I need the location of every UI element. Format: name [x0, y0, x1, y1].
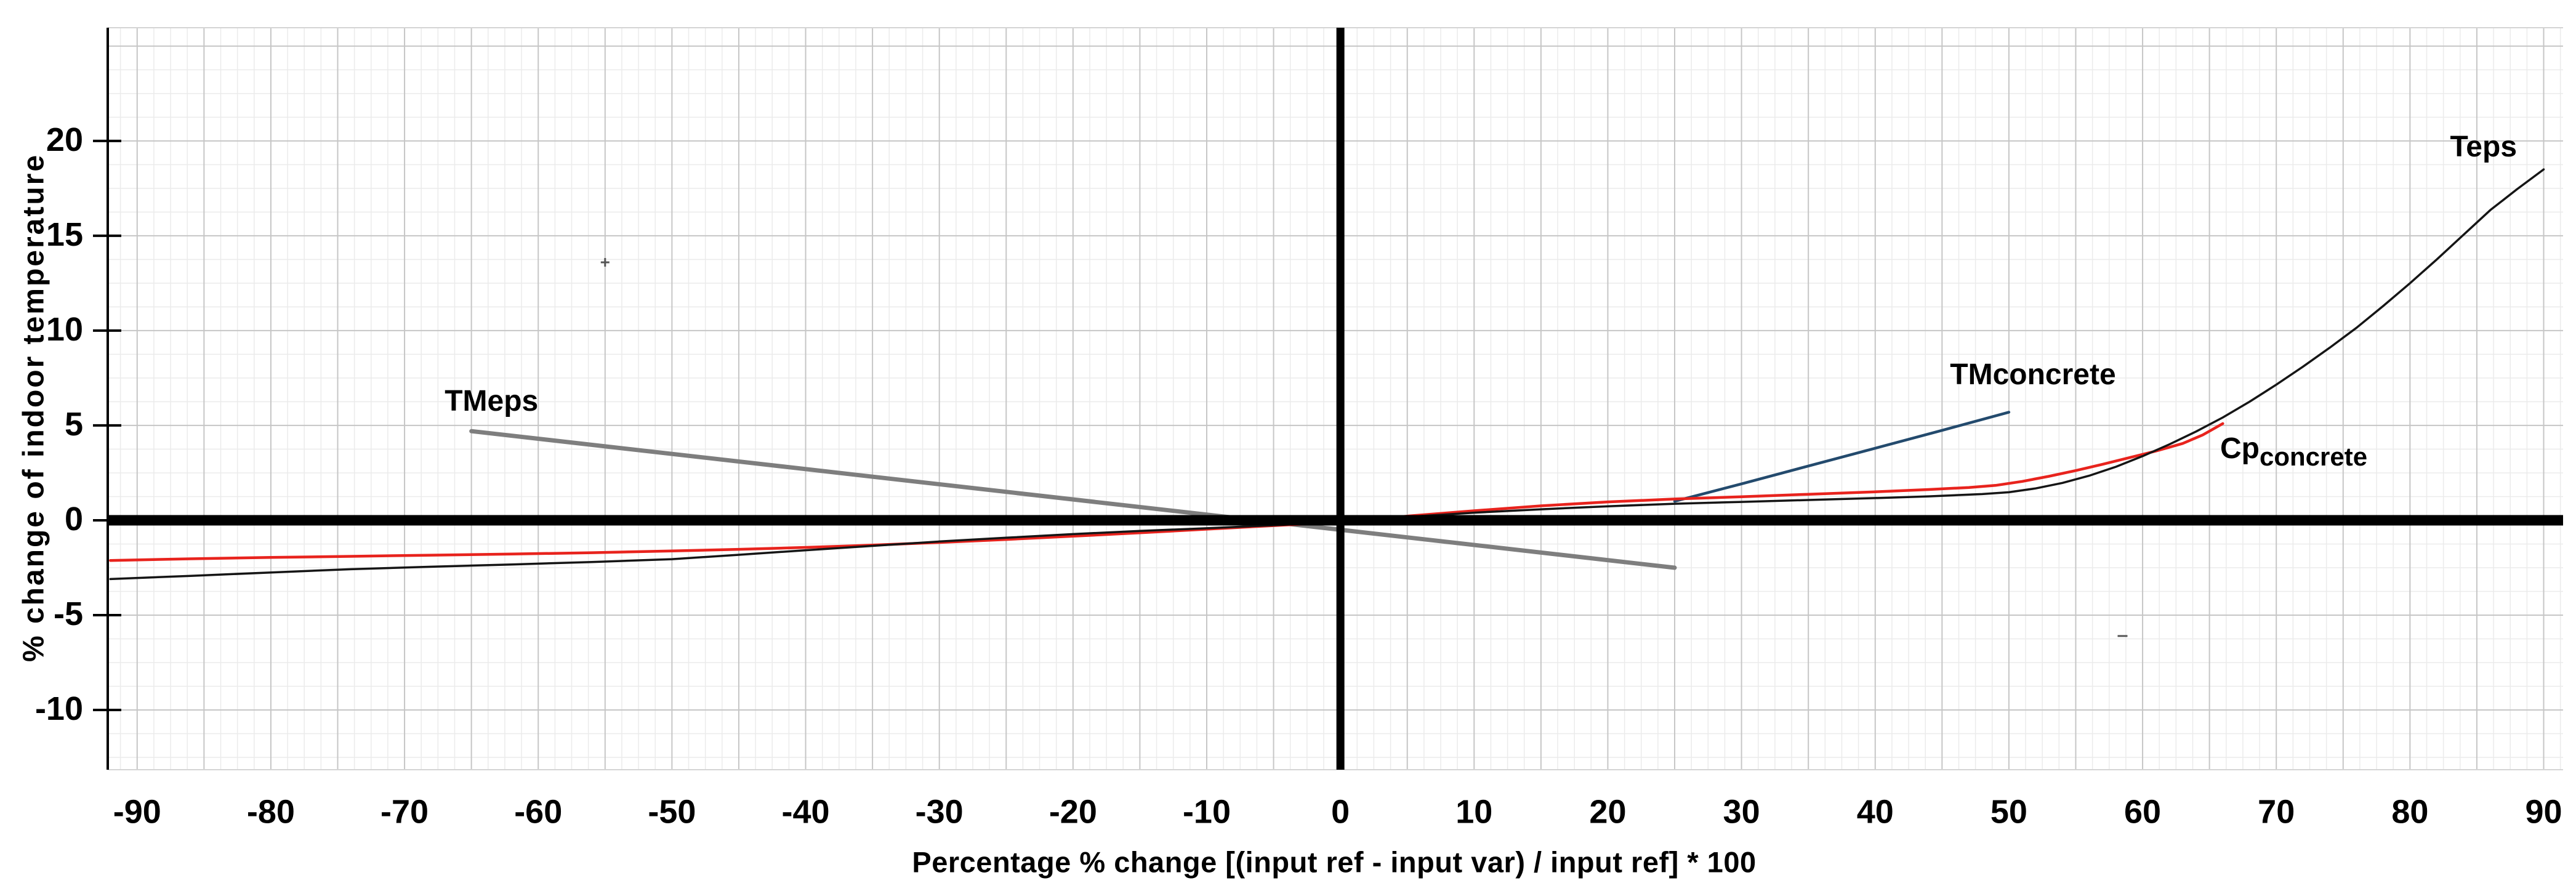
- x-axis-title: Percentage % change [(input ref - input …: [912, 845, 1757, 879]
- x-tick-label: -60: [514, 793, 562, 830]
- series-Cpconcrete-line: [109, 422, 2224, 562]
- y-tick-label: 0: [65, 501, 83, 538]
- x-tick-label: 80: [2391, 793, 2428, 830]
- x-tick-label: -10: [1183, 793, 1231, 830]
- x-tick-label: -90: [113, 793, 161, 830]
- x-tick-label: -50: [648, 793, 696, 830]
- y-axis-zero-line: [1336, 28, 1345, 770]
- series-label-TMeps: TMeps: [445, 385, 538, 417]
- x-tick-label: -30: [916, 793, 964, 830]
- x-tick-label: 50: [1990, 793, 2027, 830]
- y-tick-label: 15: [46, 216, 83, 253]
- series-TMconcrete-line: [1673, 411, 2011, 503]
- x-tick-label: 0: [1331, 793, 1350, 830]
- x-tick-label: 70: [2258, 793, 2295, 830]
- x-tick-label: 90: [2525, 793, 2562, 830]
- y-tick-label: -5: [54, 595, 83, 632]
- x-tick-label: 40: [1857, 793, 1894, 830]
- series-label-Cpconcrete: Cpconcrete: [2220, 432, 2367, 471]
- series-Teps-line: [109, 168, 2545, 581]
- x-tick-label: -80: [247, 793, 295, 830]
- y-tick-label: 10: [46, 311, 83, 348]
- x-axis-zero-line: [108, 515, 2563, 526]
- x-tick-label: -40: [782, 793, 830, 830]
- series-label-TMconcrete: TMconcrete: [1950, 358, 2115, 391]
- x-tick-label: 60: [2124, 793, 2161, 830]
- y-tick-label: 5: [65, 406, 83, 443]
- x-tick-label: -20: [1049, 793, 1097, 830]
- y-axis-title: % change of indoor temperature: [17, 153, 50, 663]
- series-TMeps-line: [469, 429, 1677, 570]
- x-tick-label: -70: [380, 793, 429, 830]
- x-tick-label: 30: [1723, 793, 1760, 830]
- series-label-Teps: Teps: [2450, 131, 2517, 163]
- y-tick-label: 20: [46, 121, 83, 158]
- x-tick-label: 10: [1455, 793, 1492, 830]
- x-tick-label: 20: [1589, 793, 1626, 830]
- y-tick-label: -10: [35, 690, 83, 727]
